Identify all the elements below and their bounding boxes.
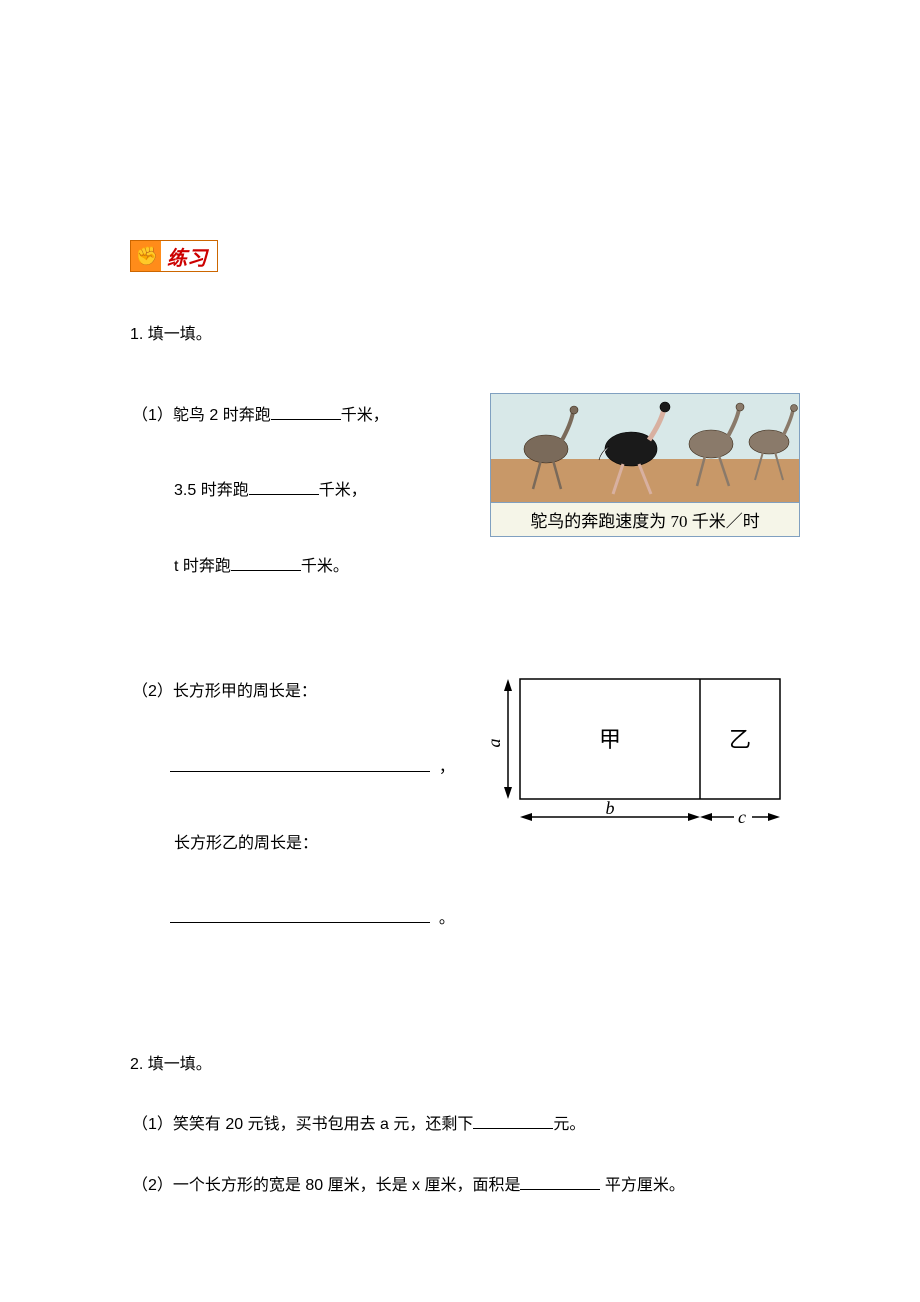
label-c: c: [738, 807, 746, 827]
q2-title: 2. 填一填。: [130, 1052, 790, 1078]
blank: [231, 555, 301, 571]
text: 。: [439, 910, 455, 927]
label-jia: 甲: [599, 727, 621, 752]
text: （1）笑笑有 20 元钱，买书包用去 a 元，还剩下: [132, 1116, 473, 1133]
label-yi: 乙: [729, 727, 751, 752]
label-b: b: [606, 798, 615, 818]
badge-label: 练习: [163, 242, 207, 271]
blank: [249, 479, 319, 495]
text: ，: [439, 759, 455, 776]
practice-badge: ✊ 练习: [130, 240, 218, 272]
text: t 时奔跑: [174, 558, 231, 575]
text: 千米。: [301, 558, 349, 575]
blank: [170, 907, 430, 923]
text: （2）一个长方形的宽是 80 厘米，长是 x 厘米，面积是: [132, 1177, 520, 1194]
blank: [271, 404, 341, 420]
ostrich-figure: 鸵鸟的奔跑速度为 70 千米／时: [490, 393, 800, 537]
blank: [170, 756, 430, 772]
text: 平方厘米。: [600, 1177, 684, 1194]
text: 千米，: [319, 482, 367, 499]
q2-1: （1）笑笑有 20 元钱，买书包用去 a 元，还剩下 元。: [130, 1112, 790, 1138]
fist-icon: ✊: [131, 241, 163, 271]
blank: [473, 1113, 553, 1129]
q1-title: 1. 填一填。: [130, 322, 790, 348]
blank: [520, 1174, 600, 1190]
label-a: a: [484, 739, 504, 748]
q1-1-line3: t 时奔跑 千米。: [130, 554, 790, 580]
rectangle-diagram: a b c 甲 乙: [480, 669, 800, 839]
q1-2-blank2: 。: [130, 906, 790, 932]
text: 元。: [553, 1116, 585, 1133]
text: 3.5 时奔跑: [174, 482, 249, 499]
ostrich-caption: 鸵鸟的奔跑速度为 70 千米／时: [490, 503, 800, 537]
text: （1）鸵鸟 2 时奔跑: [132, 407, 271, 424]
ostrich-image: [490, 393, 800, 503]
text: 千米，: [341, 407, 389, 424]
q2-2: （2）一个长方形的宽是 80 厘米，长是 x 厘米，面积是 平方厘米。: [130, 1173, 790, 1199]
